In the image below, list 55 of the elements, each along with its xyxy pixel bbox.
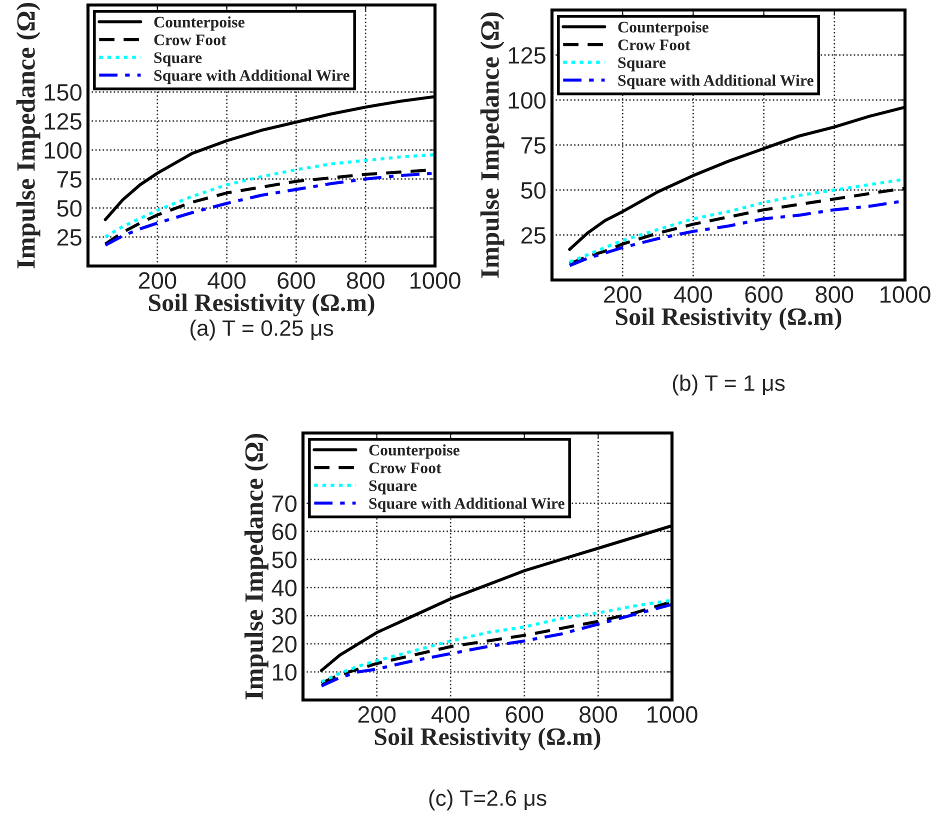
x-tick-label: 600 xyxy=(745,286,783,303)
legend-label: Counterpoise xyxy=(618,21,708,36)
y-tick-label: 70 xyxy=(272,495,297,512)
y-axis-title: Impulse Impedance (Ω) xyxy=(16,2,40,268)
legend-label: Crow Foot xyxy=(618,40,690,50)
x-tick-label: 600 xyxy=(506,706,544,723)
y-tick-label: 20 xyxy=(272,636,297,653)
y-axis-title: Impulse Impedance (Ω) xyxy=(244,434,268,700)
x-tick-label: 200 xyxy=(604,286,642,303)
y-tick-label: 10 xyxy=(272,664,297,681)
legend-label: Crow Foot xyxy=(369,462,442,474)
y-tick-label: 50 xyxy=(57,200,82,217)
x-tick-label: 200 xyxy=(138,272,176,289)
y-tick-label: 30 xyxy=(272,608,297,624)
legend-label: Square xyxy=(618,57,666,72)
legend-label: Square xyxy=(369,480,417,494)
y-tick-label: 60 xyxy=(272,523,297,540)
y-tick-label: 125 xyxy=(508,47,546,64)
y-tick-label: 40 xyxy=(272,580,297,596)
y-tick-label: 50 xyxy=(272,552,297,568)
x-tick-label: 800 xyxy=(580,706,617,723)
x-axis-title: Soil Resistivity (Ω.m) xyxy=(149,294,374,316)
x-tick-label: 1000 xyxy=(648,706,698,723)
y-tick-label: 100 xyxy=(44,142,82,159)
x-tick-label: 800 xyxy=(346,272,384,289)
x-tick-label: 400 xyxy=(208,272,246,289)
y-tick-label: 25 xyxy=(57,229,82,246)
y-tick-label: 150 xyxy=(44,84,82,101)
legend-label: Counterpoise xyxy=(369,444,460,459)
x-tick-label: 400 xyxy=(674,286,712,303)
text: (a) T = 0.25 μs xyxy=(190,320,334,340)
x-tick-label: 1000 xyxy=(880,286,930,303)
x-tick-label: 400 xyxy=(431,706,470,723)
x-axis-title: Soil Resistivity (Ω.m) xyxy=(616,308,842,330)
x-axis-title: Soil Resistivity (Ω.m) xyxy=(375,728,600,750)
text: (c) T=2.6 μs xyxy=(429,790,546,810)
y-axis-title: Impulse Impedance (Ω) xyxy=(480,12,504,278)
y-tick-label: 75 xyxy=(521,137,546,154)
legend-label: Square with Additional Wire xyxy=(618,74,814,90)
legend-label: Counterpoise xyxy=(154,16,244,31)
y-tick-label: 50 xyxy=(521,182,546,199)
legend-label: Square xyxy=(154,52,202,66)
line-series xyxy=(104,153,435,239)
legend-label: Square with Additional Wire xyxy=(154,70,350,84)
x-tick-label: 600 xyxy=(278,272,315,289)
y-tick-label: 125 xyxy=(44,113,82,130)
y-tick-label: 75 xyxy=(57,171,82,188)
x-tick-label: 200 xyxy=(358,706,396,723)
x-tick-label: 800 xyxy=(816,286,854,303)
y-tick-label: 25 xyxy=(521,227,546,244)
legend-label: Crow Foot xyxy=(154,34,226,46)
x-tick-label: 1000 xyxy=(410,272,460,289)
y-tick-label: 100 xyxy=(508,92,546,109)
legend-label: Square with Additional Wire xyxy=(369,498,564,512)
text: (b) T = 1 μs xyxy=(672,374,785,396)
